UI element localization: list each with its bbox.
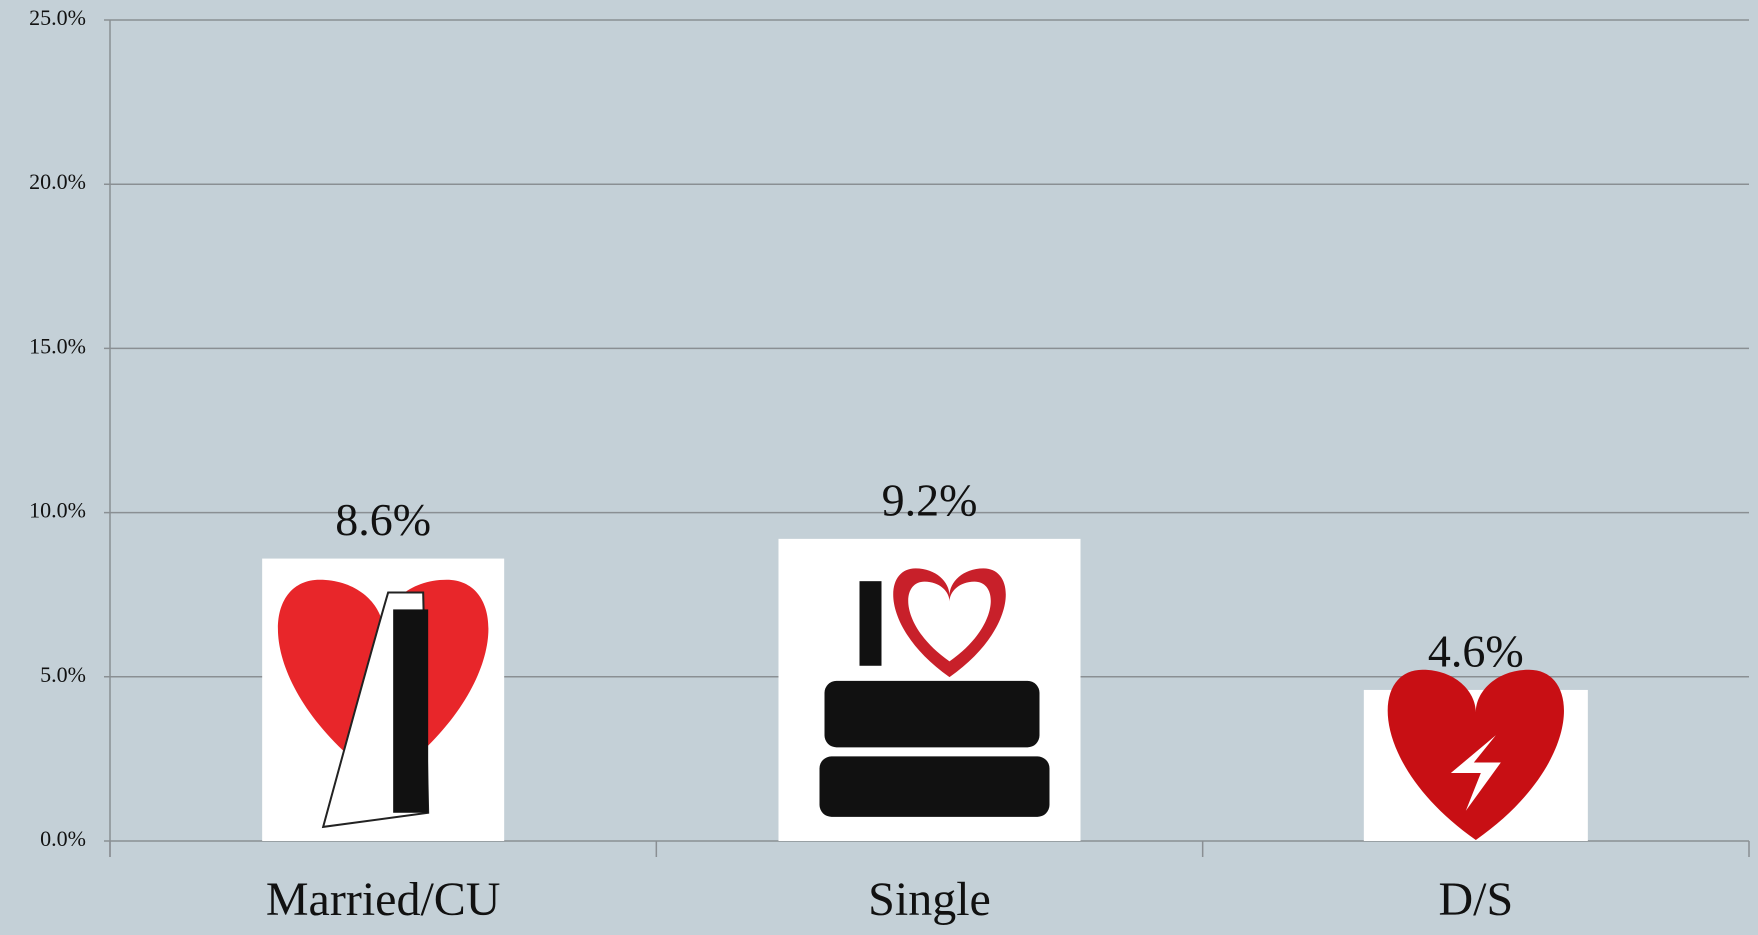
letter-i-icon [860, 581, 882, 666]
page: 0.0% 5.0% 10.0% 15.0% 20.0% 25.0% Married/CU 8.… [0, 0, 1758, 935]
y-tick-label: 15.0% [29, 333, 86, 358]
y-tick-label: 5.0% [40, 662, 86, 687]
word-block [820, 756, 1050, 816]
value-label: 4.6% [1428, 625, 1524, 676]
y-tick-label: 0.0% [40, 826, 86, 851]
y-tick-label: 10.0% [29, 498, 86, 523]
value-label: 9.2% [882, 474, 978, 525]
x-tick-label: Married/CU [266, 873, 501, 926]
value-label: 8.6% [335, 494, 431, 545]
groom-icon [393, 609, 428, 812]
word-block [825, 681, 1040, 747]
y-tick-label: 20.0% [29, 169, 86, 194]
x-tick-label: Single [868, 873, 991, 926]
chart: 0.0% 5.0% 10.0% 15.0% 20.0% 25.0% Married/CU 8.… [0, 0, 1758, 935]
x-tick-label: D/S [1438, 873, 1513, 926]
y-tick-label: 25.0% [29, 5, 86, 30]
